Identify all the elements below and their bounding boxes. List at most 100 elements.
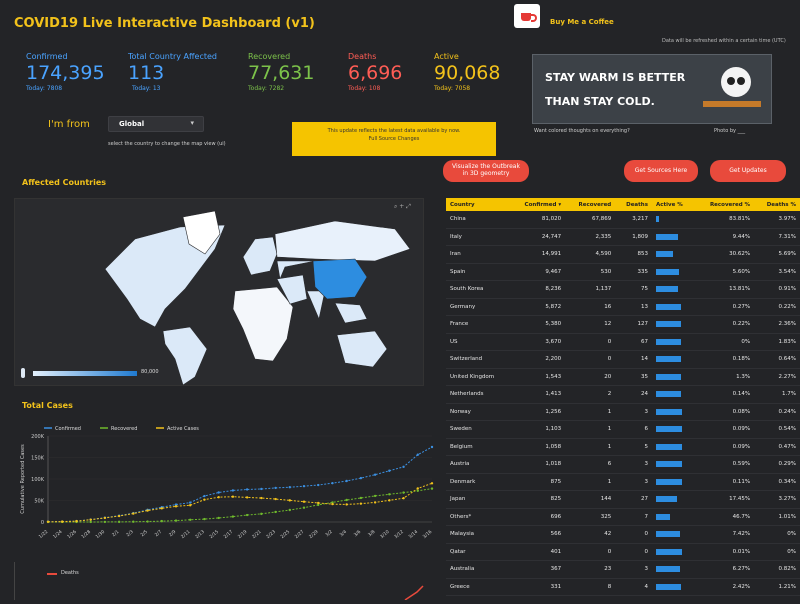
col-country[interactable]: Country: [446, 198, 511, 211]
legend-label: Recovered: [111, 426, 137, 432]
data-point: [274, 497, 277, 501]
visualize-3d-button[interactable]: Visualize the Outbreak in 3D geometry: [443, 160, 529, 182]
table-row[interactable]: US 3,670 0 67 0% 1.83%: [446, 333, 800, 351]
cell-active-bar: [651, 560, 695, 579]
cell-recovered-pct: 30.62%: [694, 245, 755, 264]
notice-link[interactable]: Full Source Changes: [368, 136, 420, 142]
active-pct-bar: [655, 286, 678, 293]
data-point: [189, 501, 192, 504]
cell-recovered-pct: 0.08%: [694, 403, 755, 421]
table-row[interactable]: Japan 825 144 27 17.45% 3.27%: [446, 490, 800, 509]
data-point: [203, 517, 206, 521]
x-tick-label: 2/19: [237, 529, 249, 540]
x-tick-label: 2/21: [251, 529, 263, 540]
table-row[interactable]: Australia 367 23 3 6.27% 0.82%: [446, 560, 800, 579]
stat-today: Today: 7282: [248, 85, 285, 92]
cell-deaths: 13: [615, 298, 652, 316]
series-line: [47, 488, 433, 523]
table-row[interactable]: Qatar 401 0 0 0.01% 0%: [446, 543, 800, 561]
cell-country: France: [446, 315, 511, 334]
data-point: [245, 488, 249, 491]
cell-recovered: 1: [565, 473, 616, 491]
x-tick-label: 1/24: [52, 529, 64, 540]
table-row[interactable]: Greece 331 8 4 2.42% 1.21%: [446, 578, 800, 596]
table-row[interactable]: Belgium 1,058 1 5 0.09% 0.47%: [446, 438, 800, 456]
table-row[interactable]: Switzerland 2,200 0 14 0.18% 0.64%: [446, 350, 800, 369]
cell-active-bar: [651, 280, 695, 299]
col-deaths[interactable]: Deaths: [615, 198, 652, 211]
table-header-row: Country Confirmed ▾ Recovered Deaths Act…: [446, 198, 800, 211]
col-recovered[interactable]: Recovered: [565, 198, 616, 211]
cell-recovered-pct: 0.09%: [694, 420, 755, 439]
stat-label: Total Country Affected: [128, 52, 217, 61]
updates-button[interactable]: Get Updates: [710, 160, 786, 182]
cell-recovered-pct: 0.27%: [694, 298, 755, 316]
from-label: I'm from: [48, 119, 90, 130]
coffee-icon[interactable]: [514, 4, 540, 28]
world-map[interactable]: ⌕ + ⤢ 80,000: [14, 198, 424, 386]
buy-coffee-link[interactable]: Buy Me a Coffee: [550, 18, 614, 26]
total-cases-chart[interactable]: 0 50K 100K 150K 200K Cumulative Reported Case…: [14, 416, 438, 554]
legend-handle[interactable]: [21, 368, 25, 378]
table-row[interactable]: Denmark 875 1 3 0.11% 0.34%: [446, 473, 800, 491]
cell-country: Netherlands: [446, 385, 511, 404]
table-row[interactable]: China 81,020 67,869 3,217 83.81% 3.97%: [446, 211, 800, 229]
cell-active-bar: [651, 228, 695, 246]
active-pct-bar: [655, 513, 670, 520]
cell-country: South Korea: [446, 280, 511, 299]
country-table[interactable]: Country Confirmed ▾ Recovered Deaths Act…: [446, 198, 800, 600]
y-tick-label: 150K: [31, 456, 45, 462]
cell-deaths: 127: [615, 315, 652, 334]
data-point: [430, 482, 434, 485]
cell-deaths: 3: [615, 403, 652, 421]
table-row[interactable]: Germany 5,872 16 13 0.27% 0.22%: [446, 298, 800, 316]
table-row[interactable]: France 5,380 12 127 0.22% 2.36%: [446, 315, 800, 334]
col-recovered-pct[interactable]: Recovered %: [694, 198, 755, 211]
china: [312, 258, 368, 300]
stat-today: Today: 7058: [434, 85, 471, 92]
table-row[interactable]: United Kingdom 1,543 20 35 1.3% 2.27%: [446, 368, 800, 386]
cell-deaths: 67: [615, 333, 652, 351]
table-row[interactable]: Malaysia 566 42 0 7.42% 0%: [446, 525, 800, 544]
cell-confirmed: 8,236: [510, 280, 566, 299]
promo-banner[interactable]: STAY WARM IS BETTER THAN STAY COLD.: [532, 54, 772, 124]
col-deaths-pct[interactable]: Deaths %: [754, 198, 800, 211]
table-row[interactable]: Austria 1,018 6 3 0.59% 0.29%: [446, 455, 800, 474]
cell-confirmed: 5,380: [510, 315, 566, 334]
cell-active-bar: [651, 385, 695, 404]
cell-deaths-pct: 1.21%: [754, 578, 800, 596]
data-point: [430, 487, 434, 490]
bench-illustration: [703, 101, 761, 107]
data-point: [117, 520, 121, 524]
table-row[interactable]: Iran 14,991 4,590 853 30.62% 5.69%: [446, 245, 800, 264]
cell-recovered: 8: [565, 578, 616, 596]
data-point: [217, 491, 220, 494]
cell-confirmed: 875: [510, 473, 566, 491]
cell-active-bar: [651, 543, 695, 561]
col-confirmed[interactable]: Confirmed ▾: [510, 198, 566, 211]
cell-recovered-pct: 0.14%: [694, 385, 755, 404]
cell-recovered: 4,590: [565, 245, 616, 264]
legend-max-label: 80,000: [141, 369, 159, 375]
table-row[interactable]: Netherlands 1,413 2 24 0.14% 1.7%: [446, 385, 800, 404]
table-row[interactable]: Italy 24,747 2,335 1,809 9.44% 7.31%: [446, 228, 800, 246]
cell-deaths: 3: [615, 560, 652, 579]
country-select[interactable]: Global ▾: [108, 116, 204, 132]
map-toolbar[interactable]: ⌕ + ⤢: [393, 203, 411, 210]
table-row[interactable]: Sweden 1,103 1 6 0.09% 0.54%: [446, 420, 800, 439]
active-pct-bar: [655, 443, 682, 450]
stat-value: 77,631: [248, 62, 315, 84]
table-row[interactable]: Spain 9,467 530 335 5.60% 3.54%: [446, 263, 800, 281]
series-line: [47, 446, 433, 523]
stat-deaths: Deaths 6,696 Today: 108: [348, 52, 402, 92]
cell-active-bar: [651, 350, 695, 369]
deaths-chart[interactable]: Deaths: [14, 562, 439, 601]
table-row[interactable]: Others* 696 325 7 46.7% 1.01%: [446, 508, 800, 526]
map-svg: [104, 210, 411, 386]
table-row[interactable]: Norway 1,256 1 3 0.08% 0.24%: [446, 403, 800, 421]
cell-active-bar: [651, 490, 695, 509]
sources-button[interactable]: Get Sources Here: [624, 160, 698, 182]
table-row[interactable]: South Korea 8,236 1,137 75 13.81% 0.91%: [446, 280, 800, 299]
col-active-pct[interactable]: Active %: [651, 198, 695, 211]
cell-country: Iran: [446, 245, 511, 264]
